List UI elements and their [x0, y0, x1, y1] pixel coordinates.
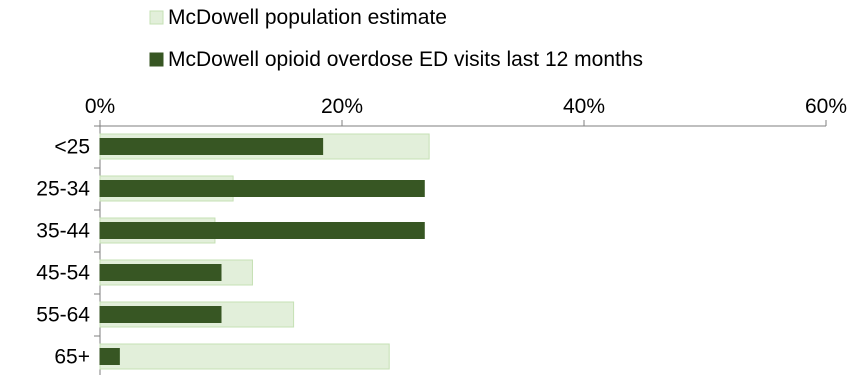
bar-population-5 [99, 343, 390, 370]
x-tick-label-1: 20% [321, 95, 363, 118]
legend-label-0: McDowell population estimate [168, 6, 447, 29]
x-tick-label-2: 40% [563, 95, 605, 118]
category-label-5: 65+ [54, 346, 90, 369]
category-labels: <25 25-34 35-44 45-54 55-64 65+ [36, 136, 90, 369]
legend: McDowell population estimate McDowell opi… [149, 6, 643, 71]
category-label-3: 45-54 [36, 262, 90, 285]
category-label-1: 25-34 [36, 178, 90, 201]
bar-ed-visits-3 [99, 264, 222, 281]
legend-swatch-0 [149, 10, 164, 25]
bar-ed-visits-0 [99, 138, 324, 155]
legend-label-1: McDowell opioid overdose ED visits last … [168, 48, 643, 71]
category-label-2: 35-44 [36, 220, 90, 243]
legend-swatch-1 [149, 52, 164, 67]
x-axis: 0% 20% 40% 60% [85, 95, 847, 375]
category-label-0: <25 [54, 136, 90, 159]
bar-ed-visits-1 [99, 180, 425, 197]
x-tick-label-0: 0% [85, 95, 115, 118]
category-label-4: 55-64 [36, 304, 90, 327]
bar-ed-visits-2 [99, 222, 425, 239]
bar-ed-visits-4 [99, 306, 222, 323]
bar-ed-visits-5 [99, 348, 120, 365]
bars [99, 133, 430, 370]
x-tick-label-3: 60% [805, 95, 847, 118]
